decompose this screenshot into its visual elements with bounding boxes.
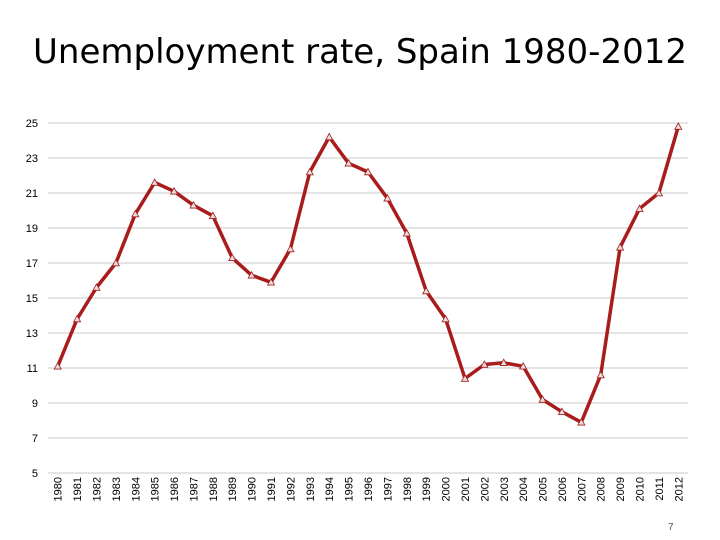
y-tick-label: 7 — [32, 433, 38, 445]
data-point-2000 — [441, 314, 450, 323]
data-point-2008 — [596, 370, 605, 379]
x-axis: 1980 1981 1982 1983 1984 1985 1986 1987 1988 1989… — [53, 477, 686, 501]
data-point-1994 — [325, 132, 334, 141]
y-tick-label: 17 — [26, 258, 38, 270]
series-markers — [53, 122, 683, 426]
x-tick-label: 1987 — [188, 477, 200, 501]
y-tick-label: 5 — [32, 468, 38, 480]
data-point-2010 — [635, 204, 644, 212]
data-point-1991 — [266, 277, 276, 286]
y-tick-label: 19 — [26, 223, 38, 235]
x-tick-label: 2005 — [538, 477, 550, 501]
data-point-1998 — [402, 228, 411, 237]
data-point-2002 — [480, 360, 489, 368]
y-tick-label: 9 — [32, 398, 38, 410]
x-tick-label: 2003 — [499, 477, 511, 501]
data-point-2001 — [460, 374, 470, 382]
data-point-1993 — [305, 167, 314, 176]
x-tick-label: 2000 — [441, 477, 453, 501]
x-tick-label: 1980 — [53, 477, 65, 501]
x-tick-label: 1996 — [363, 477, 375, 501]
x-tick-label: 1992 — [285, 477, 297, 501]
data-point-1999 — [422, 286, 431, 295]
x-tick-label: 2008 — [596, 477, 608, 501]
x-tick-label: 2012 — [673, 477, 685, 501]
data-point-1992 — [286, 244, 295, 253]
data-point-1990 — [247, 270, 256, 279]
data-point-1995 — [344, 158, 353, 167]
data-point-2003 — [499, 358, 508, 366]
x-tick-label: 1989 — [227, 477, 239, 501]
data-point-2011 — [654, 188, 664, 197]
x-tick-label: 1984 — [130, 477, 142, 501]
x-tick-label: 1990 — [247, 477, 259, 501]
data-point-1996 — [363, 167, 373, 176]
x-tick-label: 1991 — [266, 477, 278, 501]
y-tick-label: 15 — [26, 293, 38, 305]
page-number: 7 — [668, 522, 674, 533]
x-tick-label: 1988 — [208, 477, 220, 501]
data-point-1981 — [72, 314, 82, 323]
x-tick-label: 1985 — [150, 477, 162, 501]
x-tick-label: 2010 — [635, 477, 647, 501]
x-tick-label: 2004 — [518, 477, 530, 501]
x-tick-label: 2001 — [460, 477, 472, 501]
x-tick-label: 1998 — [402, 477, 414, 501]
x-tick-label: 2011 — [654, 477, 666, 501]
data-point-2004 — [518, 361, 528, 370]
y-axis: 5 7 9 11 13 15 17 19 21 23 25 — [26, 118, 38, 480]
data-point-2006 — [557, 407, 567, 415]
y-tick-label: 11 — [27, 363, 38, 375]
x-tick-label: 2006 — [557, 477, 569, 501]
data-point-1997 — [383, 193, 392, 202]
chart-gridlines — [48, 122, 688, 474]
data-point-1985 — [150, 178, 159, 186]
data-point-2007 — [577, 417, 586, 426]
y-tick-label: 13 — [26, 328, 38, 340]
data-point-1986 — [169, 186, 179, 195]
data-point-1987 — [189, 200, 198, 209]
x-tick-label: 1997 — [382, 477, 394, 501]
x-tick-label: 1982 — [91, 477, 103, 501]
x-tick-label: 1999 — [421, 477, 433, 501]
x-tick-label: 2002 — [479, 477, 491, 501]
data-point-2005 — [538, 395, 547, 403]
x-tick-label: 1983 — [111, 477, 123, 501]
data-point-1983 — [111, 258, 121, 267]
x-tick-label: 1981 — [72, 477, 84, 501]
data-point-2009 — [615, 242, 625, 251]
y-tick-label: 25 — [26, 118, 38, 130]
x-tick-label: 2009 — [615, 477, 627, 501]
x-tick-label: 1993 — [305, 477, 317, 501]
data-point-1988 — [208, 211, 218, 219]
data-point-1989 — [228, 253, 237, 261]
x-tick-label: 1986 — [169, 477, 181, 501]
y-tick-label: 21 — [26, 188, 38, 200]
unemployment-line-chart: 5 7 9 11 13 15 17 19 21 23 25 1980 1981 1982 1983 1984… — [26, 118, 688, 501]
y-tick-label: 23 — [26, 153, 38, 165]
x-tick-label: 1994 — [324, 477, 336, 501]
data-point-1980 — [53, 361, 62, 370]
data-point-1984 — [131, 209, 140, 218]
page-title: Unemployment rate, Spain 1980-2012 — [33, 32, 687, 72]
x-tick-label: 1995 — [344, 477, 356, 501]
data-point-2012 — [674, 122, 683, 130]
x-tick-label: 2007 — [576, 477, 588, 501]
data-point-1982 — [92, 283, 101, 291]
